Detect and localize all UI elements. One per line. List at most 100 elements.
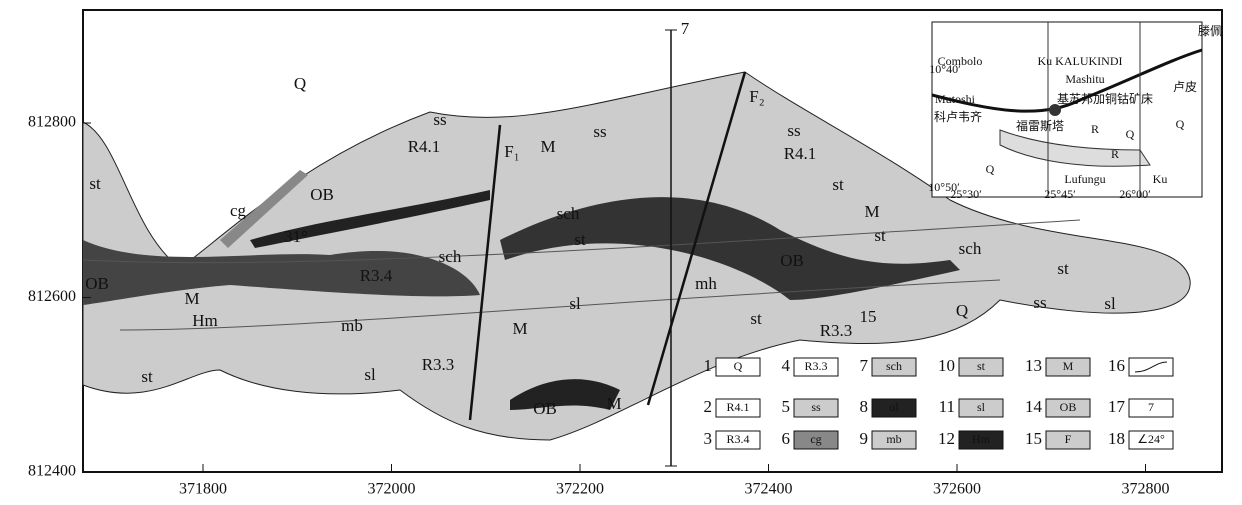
x-tick-label: 372000 (368, 481, 416, 498)
legend-label: R3.3 (804, 359, 827, 373)
map-label: F₂ (749, 87, 764, 106)
map-label: sch (959, 239, 982, 258)
map-label: OB (85, 274, 109, 293)
map-label: OB (780, 251, 804, 270)
map-label: ss (1033, 293, 1046, 312)
map-label: st (1057, 259, 1069, 278)
map-label: st (832, 175, 844, 194)
inset-label: Q (1176, 117, 1185, 131)
inset-label: R (1111, 147, 1119, 161)
map-label: sch (439, 247, 462, 266)
legend-label: sch (886, 359, 902, 373)
legend-number: 7 (860, 356, 869, 375)
x-tick-label: 372800 (1122, 481, 1170, 498)
legend-number: 12 (938, 429, 955, 448)
legend-label: cg (810, 432, 821, 446)
legend-number: 3 (704, 429, 713, 448)
x-tick-label: 372600 (933, 481, 981, 498)
x-tick-label: 371800 (179, 481, 227, 498)
map-label: R3.3 (820, 321, 853, 340)
legend-number: 13 (1025, 356, 1042, 375)
map-label: Hm (192, 311, 218, 330)
legend-swatch (1129, 358, 1173, 376)
inset-label: Lufungu (1064, 172, 1105, 186)
map-label: ss (593, 122, 606, 141)
legend-label: mb (886, 432, 901, 446)
x-tick-label: 372200 (556, 481, 604, 498)
legend-number: 4 (782, 356, 791, 375)
map-label: ss (787, 121, 800, 140)
inset-label: Mashitu (1065, 72, 1104, 86)
inset-label: 福雷斯塔 (1016, 118, 1064, 133)
legend-number: 5 (782, 397, 791, 416)
inset-label: 卢皮 (1173, 79, 1197, 94)
map-label: st (750, 309, 762, 328)
legend-label: ∠24° (1137, 432, 1165, 446)
legend-label: sl (977, 400, 986, 414)
legend-label: Q (734, 359, 743, 373)
map-label: F₁ (504, 142, 519, 161)
y-tick-label: 812400 (28, 463, 76, 480)
map-label: R4.1 (784, 144, 817, 163)
legend-label: Hm (972, 432, 991, 446)
legend-number: 6 (782, 429, 791, 448)
map-label: R3.4 (360, 266, 393, 285)
inset-deposit (1049, 104, 1061, 116)
inset-label: Q (986, 162, 995, 176)
legend-label: ol (889, 400, 899, 414)
inset-label: R (1091, 122, 1099, 136)
legend-label: R4.1 (726, 400, 749, 414)
map-label: mh (695, 274, 717, 293)
map-label: M (540, 137, 555, 156)
legend-label: F (1065, 432, 1072, 446)
legend-number: 9 (860, 429, 869, 448)
map-label: 15 (860, 307, 877, 326)
legend-label: OB (1060, 400, 1077, 414)
geologic-map: 3718003720003722003724003726003728008128… (0, 0, 1242, 505)
map-label: st (574, 230, 586, 249)
legend-number: 10 (938, 356, 955, 375)
legend-label: M (1063, 359, 1074, 373)
inset-label: 25°30′ (950, 187, 982, 201)
map-label: ss (433, 110, 446, 129)
inset-label: 科卢韦齐 (934, 109, 982, 124)
legend-label: ss (811, 400, 821, 414)
map-label: OB (533, 399, 557, 418)
map-label: Q (956, 301, 968, 320)
inset-label: 25°45′ (1044, 187, 1076, 201)
map-label: st (141, 367, 153, 386)
legend-number: 8 (860, 397, 869, 416)
inset-label: 基苏邦加铜钴矿床 (1057, 91, 1153, 106)
legend-number: 2 (704, 397, 713, 416)
map-label: M (864, 202, 879, 221)
map-label: M (184, 289, 199, 308)
legend-label: st (977, 359, 986, 373)
map-label: OB (310, 185, 334, 204)
map-label: sl (1104, 294, 1116, 313)
map-label: sl (569, 294, 581, 313)
map-label: 31° (284, 227, 308, 246)
inset-label: Mutoshi (935, 92, 976, 106)
map-label: sch (557, 204, 580, 223)
legend-number: 1 (704, 356, 713, 375)
inset-label: Ku KALUKINDI (1038, 54, 1123, 68)
map-label: st (874, 226, 886, 245)
inset-label: Ku (1153, 172, 1168, 186)
inset-label: 滕佩 (1198, 23, 1222, 38)
y-tick-label: 812600 (28, 288, 76, 305)
inset-label: 26°00′ (1119, 187, 1151, 201)
map-label: M (512, 319, 527, 338)
map-label: M (606, 394, 621, 413)
legend-number: 17 (1108, 397, 1126, 416)
legend-number: 16 (1108, 356, 1125, 375)
map-label: sl (364, 365, 376, 384)
legend-number: 15 (1025, 429, 1042, 448)
map-label: cg (230, 201, 247, 220)
map-label: 7 (681, 19, 690, 38)
legend-label: R3.4 (726, 432, 749, 446)
inset-label: 10°40′ (929, 62, 961, 76)
map-label: st (89, 174, 101, 193)
map-label: mb (341, 316, 363, 335)
inset-label: Q (1126, 127, 1135, 141)
legend-label: 7 (1148, 400, 1154, 414)
